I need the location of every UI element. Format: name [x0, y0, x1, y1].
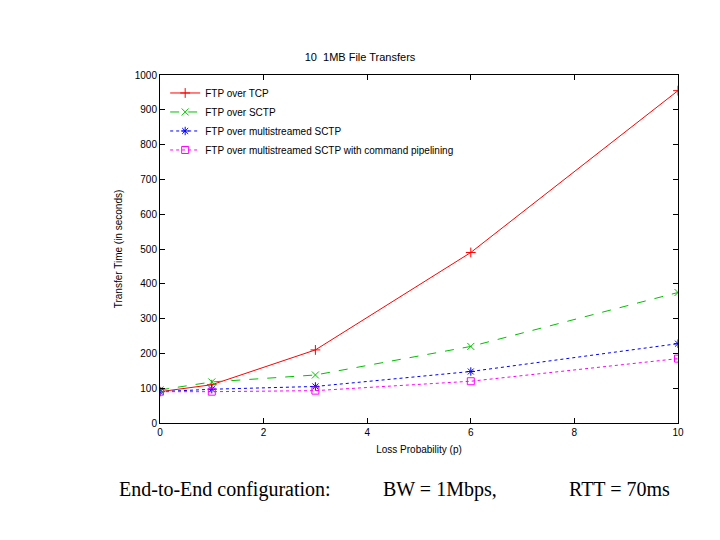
svg-text:6: 6 — [468, 427, 474, 438]
svg-text:900: 900 — [140, 104, 157, 115]
svg-text:FTP over SCTP: FTP over SCTP — [205, 107, 276, 118]
svg-text:100: 100 — [140, 383, 157, 394]
svg-text:200: 200 — [140, 348, 157, 359]
svg-text:1000: 1000 — [135, 70, 158, 81]
svg-text:Transfer Time (in seconds): Transfer Time (in seconds) — [113, 190, 124, 309]
svg-text:0: 0 — [151, 418, 157, 429]
svg-text:400: 400 — [140, 278, 157, 289]
svg-text:2: 2 — [261, 427, 267, 438]
svg-text:FTP over multistreamed SCTP: FTP over multistreamed SCTP — [205, 126, 341, 137]
svg-text:10 1MB File Transfers: 10 1MB File Transfers — [305, 51, 416, 63]
svg-text:700: 700 — [140, 174, 157, 185]
svg-text:600: 600 — [140, 209, 157, 220]
svg-text:500: 500 — [140, 244, 157, 255]
svg-text:0: 0 — [157, 427, 163, 438]
svg-text:800: 800 — [140, 139, 157, 150]
svg-text:8: 8 — [572, 427, 578, 438]
svg-text:FTP over TCP: FTP over TCP — [205, 88, 269, 99]
svg-text:10: 10 — [672, 427, 684, 438]
svg-text:End-to-End configuration:: End-to-End configuration: — [119, 478, 331, 501]
svg-text:4: 4 — [364, 427, 370, 438]
svg-text:RTT = 70ms: RTT = 70ms — [569, 478, 670, 500]
svg-text:300: 300 — [140, 313, 157, 324]
svg-text:BW = 1Mbps,: BW = 1Mbps, — [383, 478, 497, 501]
svg-text:Loss Probability (p): Loss Probability (p) — [376, 444, 462, 455]
svg-text:FTP over multistreamed SCTP wi: FTP over multistreamed SCTP with command… — [205, 145, 453, 156]
